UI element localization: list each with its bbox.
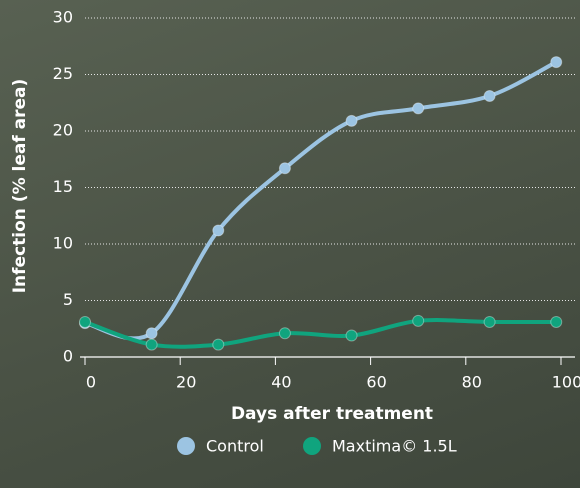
x-tick-label: 40 bbox=[271, 373, 291, 392]
x-tick-label: 0 bbox=[86, 373, 96, 392]
x-axis-title: Days after treatment bbox=[231, 404, 433, 424]
x-tick-label: 100 bbox=[552, 373, 580, 392]
y-tick-label: 20 bbox=[53, 121, 73, 140]
series-line bbox=[84, 60, 558, 341]
data-point bbox=[278, 162, 291, 175]
x-tick-label: 60 bbox=[366, 373, 386, 392]
data-point bbox=[345, 114, 358, 127]
y-tick-label: 10 bbox=[53, 234, 73, 253]
legend-label: Control bbox=[206, 437, 264, 456]
x-tick-label: 20 bbox=[176, 373, 196, 392]
y-tick-label: 5 bbox=[63, 290, 73, 309]
y-tick-label: 0 bbox=[63, 347, 73, 366]
data-point bbox=[278, 327, 291, 340]
data-point bbox=[483, 89, 496, 102]
data-point bbox=[79, 315, 91, 328]
data-point bbox=[145, 327, 158, 340]
data-point bbox=[412, 314, 425, 327]
y-tick-label: 25 bbox=[53, 64, 73, 83]
x-tick-label: 80 bbox=[462, 373, 482, 392]
data-point bbox=[212, 224, 225, 237]
y-tick-label: 30 bbox=[53, 8, 73, 27]
data-point bbox=[345, 329, 358, 342]
data-point bbox=[550, 315, 563, 328]
series-line bbox=[84, 318, 557, 349]
data-point bbox=[212, 338, 225, 351]
legend-label: Maxtima© 1.5L bbox=[332, 437, 457, 456]
y-axis-title: Infection (% leaf area) bbox=[10, 79, 30, 294]
data-point bbox=[483, 315, 496, 328]
data-point bbox=[145, 338, 158, 351]
legend-marker bbox=[303, 437, 321, 455]
data-point bbox=[412, 102, 425, 115]
y-tick-label: 15 bbox=[53, 177, 73, 196]
data-point bbox=[550, 56, 563, 69]
legend-marker bbox=[177, 437, 195, 455]
